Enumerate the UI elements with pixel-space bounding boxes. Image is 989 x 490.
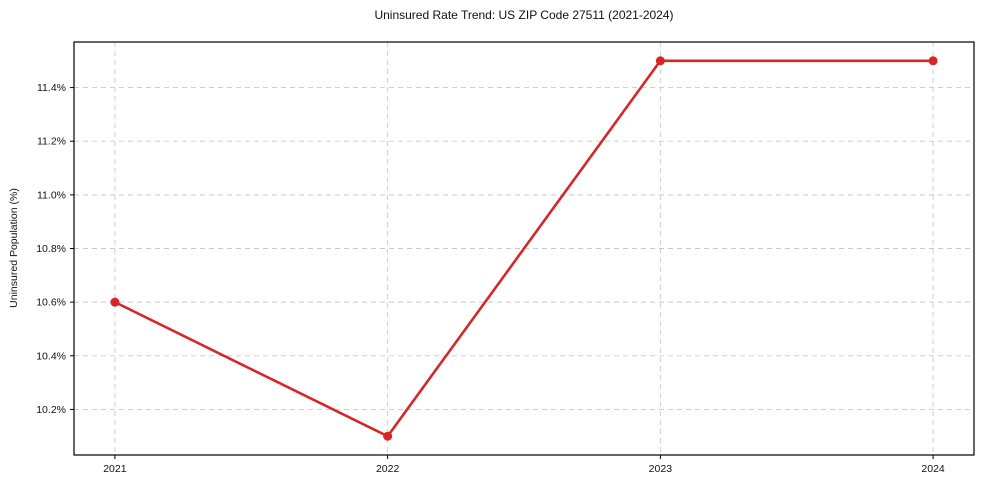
- y-tick-label: 10.4%: [36, 350, 66, 362]
- y-tick-label: 10.8%: [36, 243, 66, 255]
- x-tick-label: 2024: [921, 463, 945, 475]
- data-point-marker: [383, 431, 393, 441]
- data-point-marker: [655, 56, 665, 66]
- series-line: [113, 59, 935, 438]
- data-point-marker: [928, 56, 938, 66]
- y-tick-label: 11.2%: [37, 136, 66, 148]
- chart-title: Uninsured Rate Trend: US ZIP Code 27511 …: [374, 8, 674, 22]
- x-tick-label: 2021: [103, 463, 127, 475]
- y-tick-label: 11.4%: [37, 82, 66, 94]
- x-tick-label: 2022: [376, 463, 400, 475]
- y-tick-label: 11.0%: [37, 189, 66, 201]
- y-tick-label: 10.2%: [36, 404, 66, 416]
- data-point-marker: [110, 297, 120, 307]
- x-tick-label: 2023: [649, 463, 673, 475]
- y-tick-label: 10.6%: [36, 297, 66, 309]
